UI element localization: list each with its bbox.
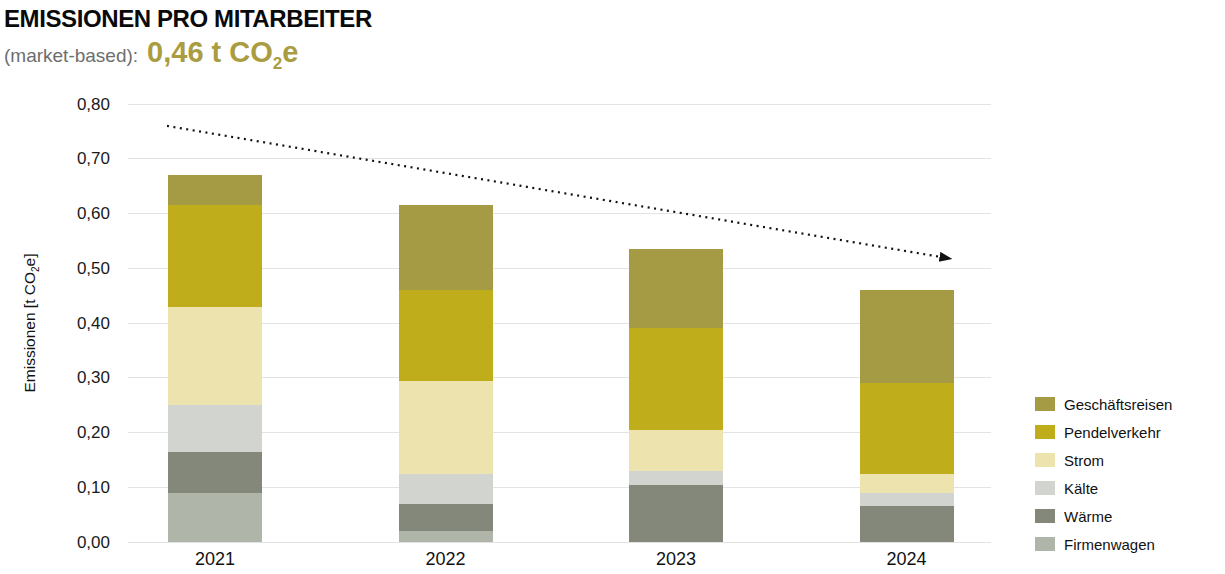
bar-segment-2022-pendelverkehr (399, 290, 493, 380)
plot-area (128, 104, 991, 542)
y-tick-label: 0,20 (0, 423, 110, 443)
legend-item-geschäftsreisen: Geschäftsreisen (1035, 390, 1172, 418)
y-tick-label: 0,60 (0, 204, 110, 224)
headline-value: 0,46 t CO2e (147, 36, 298, 74)
x-tick-label: 2024 (847, 549, 967, 570)
legend-label: Firmenwagen (1064, 536, 1155, 553)
bar-segment-2021-pendelverkehr (168, 205, 262, 306)
bar-segment-2021-wärme (168, 452, 262, 493)
legend-label: Strom (1064, 452, 1104, 469)
chart-figure: EMISSIONEN PRO MITARBEITER (market-based… (0, 0, 1225, 574)
bar-segment-2024-wärme (860, 506, 954, 542)
legend-label: Geschäftsreisen (1064, 396, 1172, 413)
bar-segment-2023-pendelverkehr (629, 328, 723, 429)
bar-segment-2024-strom (860, 474, 954, 493)
bar-segment-2024-pendelverkehr (860, 383, 954, 473)
page-title: EMISSIONEN PRO MITARBEITER (4, 5, 372, 33)
legend-label: Pendelverkehr (1064, 424, 1161, 441)
subtitle-prefix: (market-based): (4, 45, 138, 67)
y-tick-label: 0,10 (0, 478, 110, 498)
bar-segment-2023-strom (629, 430, 723, 471)
legend-item-wärme: Wärme (1035, 502, 1172, 530)
legend-swatch-icon (1035, 481, 1055, 495)
legend-item-pendelverkehr: Pendelverkehr (1035, 418, 1172, 446)
x-tick-label: 2023 (616, 549, 736, 570)
bar-segment-2024-geschäftsreisen (860, 290, 954, 383)
legend-swatch-icon (1035, 453, 1055, 467)
legend-swatch-icon (1035, 425, 1055, 439)
y-tick-label: 0,80 (0, 95, 110, 115)
subtitle: (market-based): 0,46 t CO2e (4, 36, 298, 74)
legend-swatch-icon (1035, 537, 1055, 551)
bar-segment-2024-kälte (860, 493, 954, 507)
headline-subscript: 2 (273, 54, 282, 73)
bar-segment-2023-kälte (629, 471, 723, 485)
headline-pre: 0,46 t CO (147, 36, 273, 68)
bar-segment-2021-kälte (168, 405, 262, 452)
legend-label: Kälte (1064, 480, 1098, 497)
legend-label: Wärme (1064, 508, 1112, 525)
bar-segment-2022-wärme (399, 504, 493, 531)
y-tick-label: 0,40 (0, 314, 110, 334)
bar-segment-2023-wärme (629, 485, 723, 542)
headline-post: e (282, 36, 298, 68)
legend-item-kälte: Kälte (1035, 474, 1172, 502)
bar-segment-2023-geschäftsreisen (629, 249, 723, 328)
bar-segment-2021-firmenwagen (168, 493, 262, 542)
legend-swatch-icon (1035, 397, 1055, 411)
legend-item-firmenwagen: Firmenwagen (1035, 530, 1172, 558)
legend-swatch-icon (1035, 509, 1055, 523)
y-tick-label: 0,30 (0, 368, 110, 388)
y-tick-label: 0,70 (0, 149, 110, 169)
x-tick-label: 2021 (155, 549, 275, 570)
x-tick-label: 2022 (386, 549, 506, 570)
legend: Geschäftsreisen Pendelverkehr Strom Kälte Wä… (1035, 390, 1172, 558)
y-tick-label: 0,00 (0, 533, 110, 553)
legend-item-strom: Strom (1035, 446, 1172, 474)
bar-segment-2022-geschäftsreisen (399, 205, 493, 290)
bar-segment-2021-strom (168, 307, 262, 406)
bar-segment-2022-kälte (399, 474, 493, 504)
bar-segment-2022-firmenwagen (399, 531, 493, 542)
gridline (128, 158, 991, 159)
bar-segment-2021-geschäftsreisen (168, 175, 262, 205)
gridline (128, 104, 991, 105)
bar-segment-2022-strom (399, 381, 493, 474)
y-tick-label: 0,50 (0, 259, 110, 279)
